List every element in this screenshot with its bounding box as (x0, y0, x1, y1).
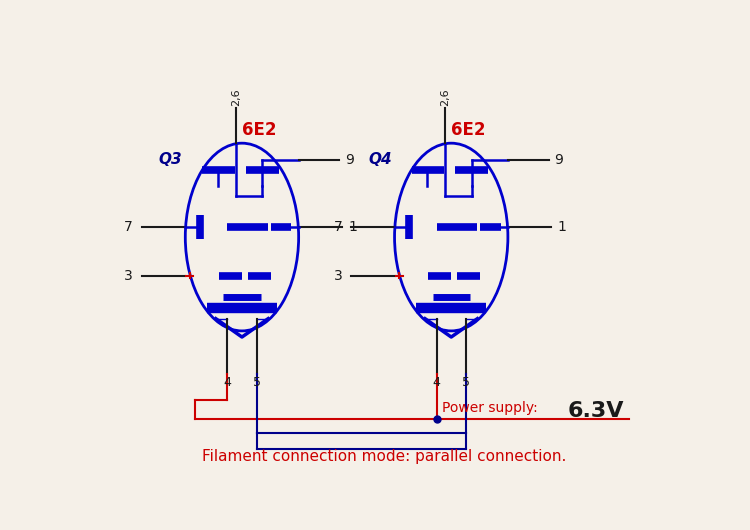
Text: 2,6: 2,6 (440, 88, 451, 105)
Text: 3: 3 (124, 269, 133, 283)
Text: 4: 4 (224, 376, 231, 389)
Text: 1: 1 (348, 220, 357, 234)
Text: 9: 9 (554, 153, 563, 166)
Text: 5: 5 (253, 376, 260, 389)
Text: 6.3V: 6.3V (568, 401, 624, 421)
Text: 6E2: 6E2 (452, 121, 486, 139)
Text: 7: 7 (124, 220, 133, 234)
Text: 6E2: 6E2 (242, 121, 277, 139)
Text: Power supply:: Power supply: (442, 401, 538, 416)
Text: 1: 1 (557, 220, 566, 234)
Text: Filament connection mode: parallel connection.: Filament connection mode: parallel conne… (202, 448, 566, 464)
Text: 5: 5 (462, 376, 470, 389)
Text: 9: 9 (345, 153, 354, 166)
Text: Q4: Q4 (368, 152, 392, 167)
Text: Q3: Q3 (159, 152, 182, 167)
Text: 2,6: 2,6 (231, 88, 242, 105)
Text: 7: 7 (334, 220, 342, 234)
Text: 4: 4 (433, 376, 441, 389)
Text: 3: 3 (334, 269, 342, 283)
